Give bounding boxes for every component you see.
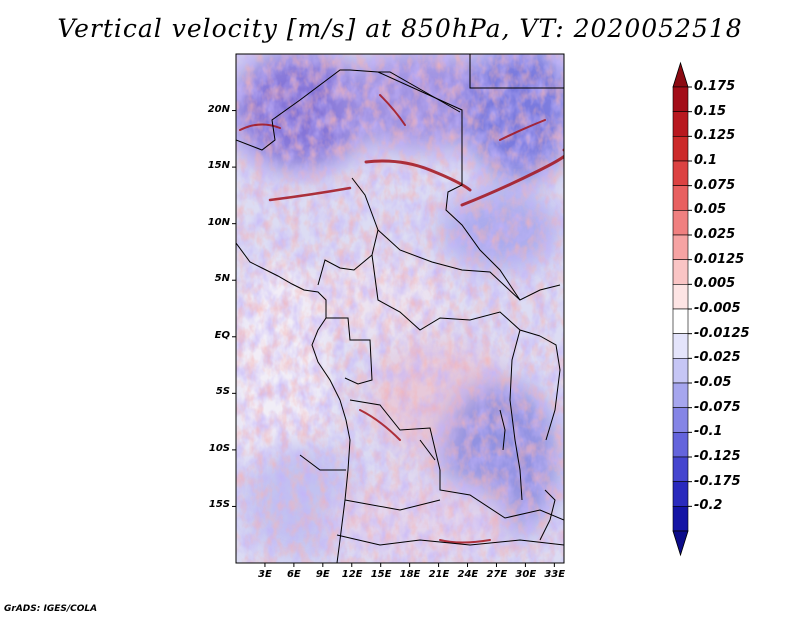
colorbar-swatch bbox=[672, 259, 689, 285]
colorbar-level-label: 0.05 bbox=[694, 202, 727, 218]
lat-tick-label: 20N bbox=[207, 103, 230, 115]
lon-tick-label: 33E bbox=[544, 569, 566, 580]
colorbar-swatch bbox=[672, 234, 689, 260]
colorbar-swatch bbox=[672, 456, 689, 482]
lon-tick-label: 15E bbox=[370, 569, 392, 580]
lat-tick-label: 15N bbox=[207, 160, 230, 172]
colorbar-level-label: -0.175 bbox=[694, 473, 741, 489]
colorbar-level-label: -0.025 bbox=[694, 350, 741, 366]
colorbar bbox=[672, 61, 692, 557]
latitude-ticks bbox=[232, 110, 236, 507]
colorbar-level-label: 0.125 bbox=[694, 128, 736, 144]
colorbar-level-label: 0.175 bbox=[694, 79, 736, 94]
lon-tick-label: 3E bbox=[258, 569, 272, 580]
lon-tick-label: 18E bbox=[399, 569, 421, 580]
colorbar-top-arrow bbox=[672, 61, 689, 88]
country-boundaries bbox=[236, 54, 564, 563]
colorbar-swatch bbox=[672, 382, 689, 408]
colorbar-level-label: 0.15 bbox=[694, 103, 727, 119]
grads-credit: GrADS: IGES/COLA bbox=[4, 604, 98, 614]
lon-tick-label: 30E bbox=[515, 569, 537, 580]
lon-tick-label: 12E bbox=[341, 569, 363, 580]
colorbar-swatch bbox=[672, 481, 689, 507]
colorbar-level-label: -0.125 bbox=[694, 449, 741, 464]
colorbar-swatch bbox=[672, 284, 689, 310]
colorbar-swatch bbox=[672, 506, 689, 532]
lon-tick-label: 27E bbox=[486, 569, 508, 580]
colorbar-level-label: -0.075 bbox=[694, 399, 741, 415]
colorbar-level-label: 0.025 bbox=[694, 227, 736, 242]
lat-tick-label: 15S bbox=[208, 499, 230, 511]
colorbar-level-label: 0.0125 bbox=[694, 251, 745, 267]
colorbar-swatch bbox=[672, 111, 689, 137]
colorbar-swatch bbox=[672, 432, 689, 458]
colorbar-swatch bbox=[672, 308, 689, 334]
colorbar-level-label: -0.05 bbox=[694, 375, 732, 390]
lat-tick-label: EQ bbox=[214, 329, 230, 341]
lat-tick-label: 10S bbox=[208, 442, 230, 454]
colorbar-swatch bbox=[672, 210, 689, 236]
colorbar-level-label: -0.1 bbox=[694, 424, 723, 440]
lon-tick-label: 9E bbox=[315, 569, 330, 580]
colorbar-level-label: 0.1 bbox=[694, 153, 718, 168]
colorbar-level-label: 0.075 bbox=[694, 177, 736, 193]
map-title: Vertical velocity [m/s] at 850hPa, VT: 2… bbox=[57, 14, 743, 43]
lon-tick-label: 24E bbox=[457, 569, 479, 580]
colorbar-level-label: -0.0125 bbox=[694, 325, 750, 341]
lat-tick-label: 10N bbox=[207, 216, 230, 228]
colorbar-swatch bbox=[672, 185, 689, 211]
colorbar-swatch bbox=[672, 358, 689, 384]
longitude-ticks bbox=[264, 563, 555, 567]
colorbar-level-label: -0.2 bbox=[694, 498, 723, 514]
lat-tick-label: 5S bbox=[215, 386, 230, 398]
colorbar-level-label: -0.005 bbox=[694, 301, 741, 316]
vertical-velocity-field bbox=[236, 54, 564, 563]
colorbar-swatch bbox=[672, 333, 689, 359]
lon-tick-label: 6E bbox=[286, 569, 301, 580]
colorbar-level-label: 0.005 bbox=[694, 276, 736, 292]
lon-tick-label: 21E bbox=[428, 569, 450, 580]
colorbar-bottom-arrow bbox=[672, 530, 689, 557]
colorbar-swatch bbox=[672, 407, 689, 433]
colorbar-swatch bbox=[672, 160, 689, 186]
colorbar-swatch bbox=[672, 136, 689, 162]
colorbar-swatch bbox=[672, 86, 689, 112]
map-frame bbox=[235, 53, 565, 564]
lat-tick-label: 5N bbox=[214, 273, 230, 285]
